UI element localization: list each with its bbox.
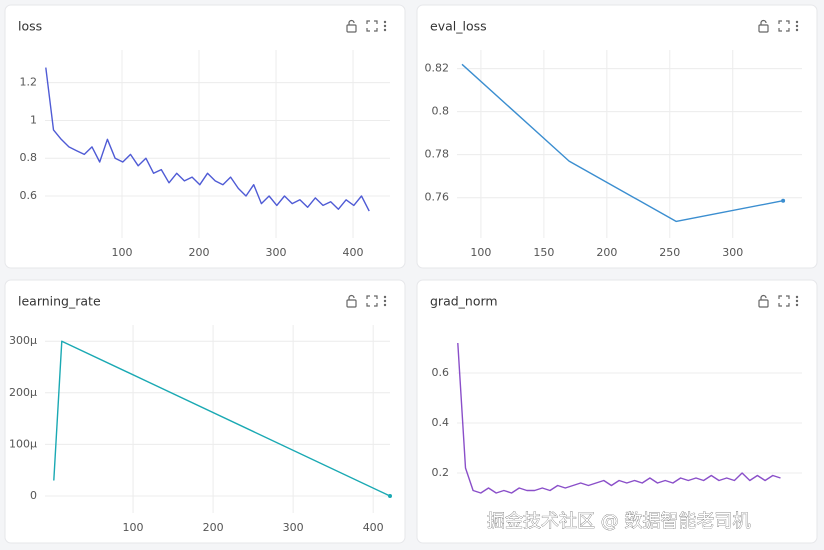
lock-icon[interactable] [758,294,769,308]
menu-icon[interactable] [795,295,799,307]
x-tick-label: 200 [189,246,210,259]
menu-dot [383,28,387,32]
y-tick-label: 0.2 [432,466,450,479]
lock-shackle [760,19,767,25]
y-tick-label: 100µ [9,437,37,450]
y-tick-label: 0.78 [425,148,450,161]
x-tick-label: 300 [266,246,287,259]
menu-dot [795,303,799,307]
y-tick-label: 0.6 [432,366,450,379]
y-tick-label: 0 [30,489,37,502]
panel-bg [4,4,406,269]
panel-bg [416,279,818,544]
menu-dot [383,299,387,303]
menu-dot [795,28,799,32]
y-tick-label: 0.4 [432,416,450,429]
y-tick-label: 300µ [9,334,37,347]
menu-icon[interactable] [795,20,799,32]
y-tick-label: 0.76 [425,191,450,204]
panel-title: learning_rate [18,294,101,309]
y-tick-label: 1 [30,113,37,126]
panel: learning_rate 0 100µ 200µ 300µ 100 200 300 400 [4,279,406,544]
menu-dot [383,20,387,24]
x-tick-label: 100 [123,521,144,534]
menu-icon[interactable] [383,20,387,32]
panel: eval_loss 0.76 0.78 0.8 0.82 100 150 200 250 300 [416,4,818,269]
panel: grad_norm 0.2 0.4 0.6 [416,279,818,544]
x-tick-label: 200 [203,521,224,534]
y-tick-label: 0.6 [20,189,38,202]
watermark: 掘金技术社区 @ 数据智能老司机 [487,511,750,532]
y-tick-label: 0.8 [20,151,38,164]
lock-icon[interactable] [758,19,769,33]
expand-corners [366,295,378,307]
x-tick-label: 100 [470,246,491,259]
lock-body [346,24,357,33]
menu-dot [795,20,799,24]
lock-shackle [760,294,767,300]
line [45,67,370,212]
expand-icon[interactable] [778,295,790,307]
lock-shackle [348,19,355,25]
menu-dot [383,303,387,307]
panel: loss 0.6 0.8 1 1.2 100 200 300 400 [4,4,406,269]
menu-dot [383,24,387,28]
expand-corners [778,20,790,32]
lock-shackle [348,294,355,300]
expand-icon[interactable] [778,20,790,32]
x-tick-label: 400 [343,246,364,259]
end-point [388,493,392,498]
menu-icon[interactable] [383,295,387,307]
lock-body [758,299,769,308]
x-tick-label: 250 [659,246,680,259]
line [53,340,391,497]
expand-icon[interactable] [366,20,378,32]
line [461,63,784,223]
x-tick-label: 300 [722,246,743,259]
lock-body [346,299,357,308]
lock-icon[interactable] [346,294,357,308]
x-tick-label: 200 [596,246,617,259]
menu-dot [383,295,387,299]
expand-corners [366,20,378,32]
x-tick-label: 300 [283,521,304,534]
panel-title: grad_norm [430,294,498,309]
expand-corners [778,295,790,307]
panel-title: loss [18,19,42,34]
panel-bg [416,4,818,269]
y-tick-label: 200µ [9,386,37,399]
y-tick-label: 0.82 [425,62,450,75]
end-point [781,198,786,203]
x-tick-label: 100 [112,246,133,259]
x-tick-label: 150 [533,246,554,259]
menu-dot [795,299,799,303]
menu-dot [795,24,799,28]
line [457,342,781,494]
x-tick-label: 400 [363,521,384,534]
menu-dot [795,295,799,299]
lock-icon[interactable] [346,19,357,33]
y-tick-label: 0.8 [432,105,450,118]
expand-icon[interactable] [366,295,378,307]
panel-title: eval_loss [430,19,487,34]
y-tick-label: 1.2 [20,76,38,89]
panel-bg [4,279,406,544]
lock-body [758,24,769,33]
